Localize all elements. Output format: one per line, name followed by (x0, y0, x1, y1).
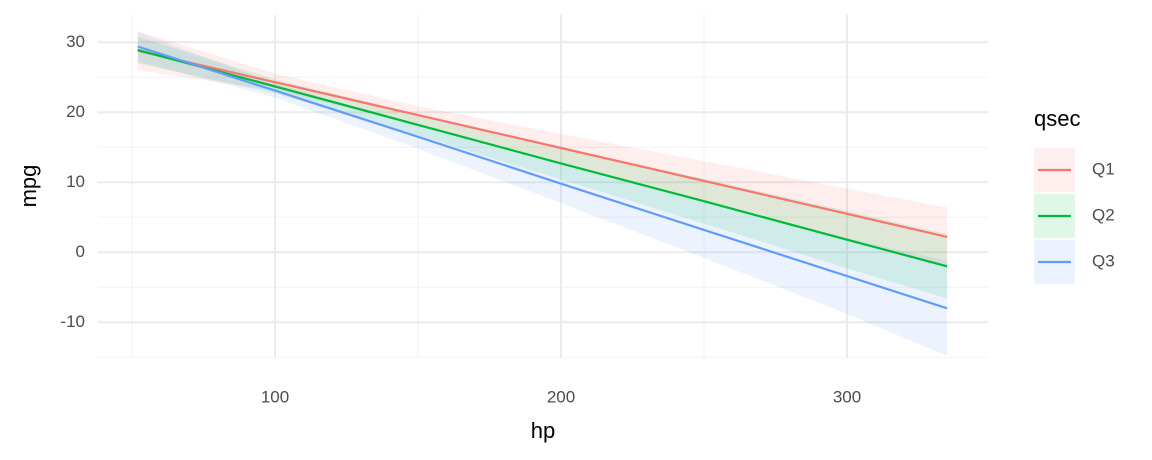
confidence-band (137, 31, 948, 356)
legend-label: Q2 (1092, 205, 1115, 224)
y-tick-label: 30 (66, 32, 85, 51)
confidence-band (137, 36, 948, 299)
y-tick-label: 0 (76, 242, 85, 261)
legend-label: Q3 (1092, 251, 1115, 270)
line (137, 45, 948, 310)
y-tick-label: -10 (60, 312, 85, 331)
confidence-band (137, 31, 948, 267)
y-axis-title: mpg (16, 165, 41, 208)
line (137, 49, 948, 238)
x-tick-label: 300 (833, 387, 861, 406)
y-tick-label: 10 (66, 172, 85, 191)
legend-title: qsec (1034, 106, 1080, 131)
line (137, 48, 948, 268)
y-tick-label: 20 (66, 102, 85, 121)
x-tick-label: 200 (547, 387, 575, 406)
x-axis-title: hp (531, 418, 555, 443)
x-tick-label: 100 (261, 387, 289, 406)
legend-label: Q1 (1092, 159, 1115, 178)
